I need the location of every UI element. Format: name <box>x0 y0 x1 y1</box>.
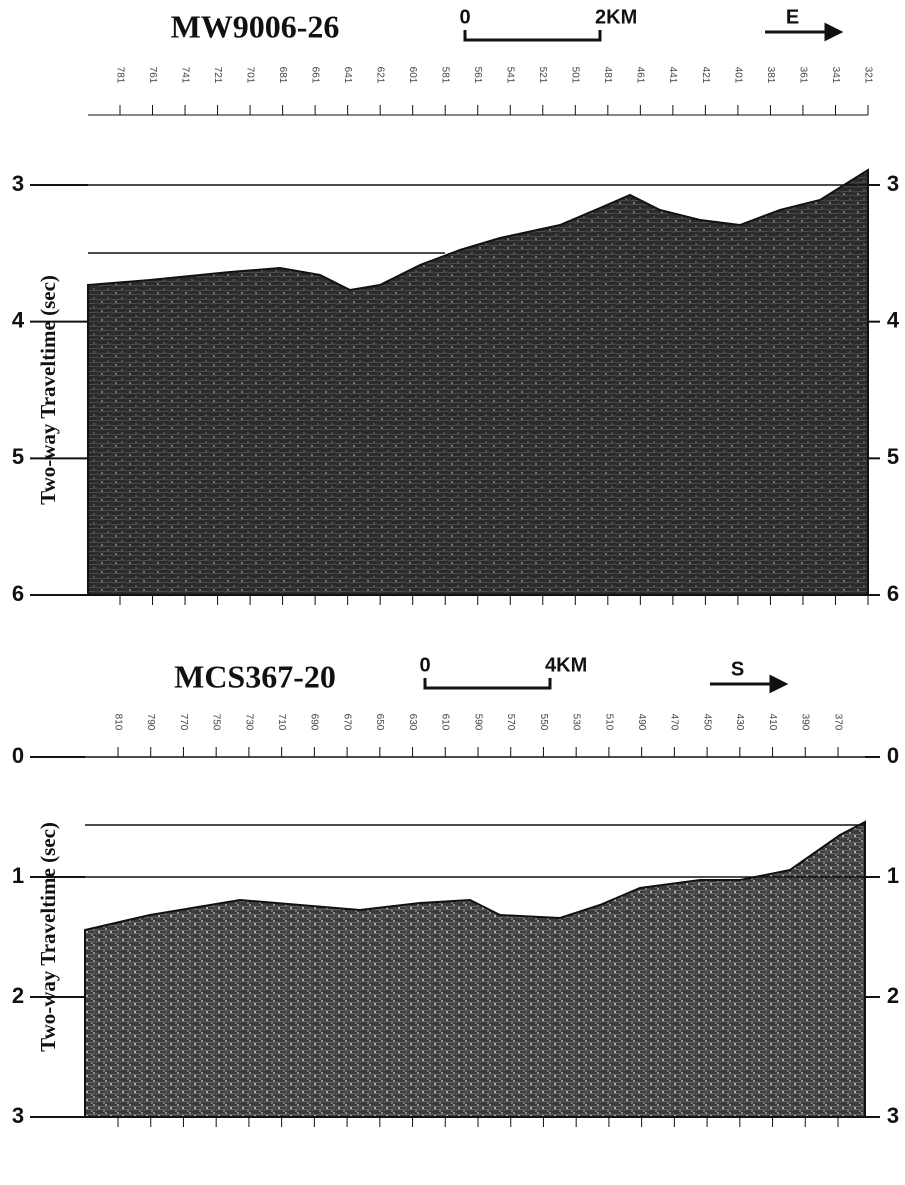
shot-point-label: 421 <box>700 67 711 84</box>
shot-point-label: 610 <box>440 714 451 731</box>
y-tick-label-left: 1 <box>12 863 24 888</box>
shot-point-label: 530 <box>571 714 582 731</box>
shot-point-label: 461 <box>635 67 646 84</box>
shot-point-label: 790 <box>145 714 156 731</box>
y-tick-label-right: 1 <box>887 863 899 888</box>
y-tick-label-left: 3 <box>12 171 24 196</box>
shot-point-label: 781 <box>114 67 125 84</box>
y-tick-label-right: 4 <box>887 307 900 332</box>
shot-point-label: 750 <box>211 714 222 731</box>
shot-point-label: 641 <box>342 67 353 84</box>
y-tick-label-left: 5 <box>12 444 24 469</box>
shot-point-label: 541 <box>505 67 516 84</box>
shot-point-label: 550 <box>538 714 549 731</box>
shot-point-label: 470 <box>669 714 680 731</box>
scale-end: 4KM <box>545 654 587 676</box>
shot-point-label: 630 <box>407 714 418 731</box>
y-tick-label-right: 2 <box>887 983 899 1008</box>
shot-point-label: 770 <box>178 714 189 731</box>
shot-point-label: 370 <box>832 714 843 731</box>
y-tick-label-left: 2 <box>12 983 24 1008</box>
direction-label: S <box>731 658 744 680</box>
shot-point-label: 730 <box>243 714 254 731</box>
y-tick-label-left: 0 <box>12 743 24 768</box>
shot-point-label: 721 <box>212 67 223 84</box>
shot-point-label: 321 <box>862 67 873 84</box>
shot-point-label: 681 <box>277 67 288 84</box>
shot-point-label: 710 <box>276 714 287 731</box>
scale-start: 0 <box>459 6 470 28</box>
shot-point-label: 490 <box>636 714 647 731</box>
seismic-section <box>87 168 869 596</box>
shot-point-label: 401 <box>732 67 743 84</box>
shot-point-label: 581 <box>440 67 451 84</box>
shot-point-label: 341 <box>830 67 841 84</box>
shot-point-label: 670 <box>341 714 352 731</box>
direction-arrow <box>710 674 789 694</box>
shot-point-label: 741 <box>179 67 190 84</box>
y-tick-label-right: 6 <box>887 581 899 606</box>
shot-point-label: 390 <box>800 714 811 731</box>
shot-point-label: 481 <box>602 67 613 84</box>
y-tick-label-right: 5 <box>887 444 899 469</box>
y-tick-label-right: 3 <box>887 1103 899 1128</box>
y-tick-label-left: 6 <box>12 581 24 606</box>
shot-point-label: 590 <box>472 714 483 731</box>
y-tick-label-left: 4 <box>12 307 25 332</box>
shot-point-label: 510 <box>603 714 614 731</box>
shot-point-label: 690 <box>309 714 320 731</box>
shot-point-label: 561 <box>472 67 483 84</box>
shot-point-label: 701 <box>244 67 255 84</box>
scale-start: 0 <box>419 654 430 676</box>
seismic-section <box>84 820 866 1118</box>
scale-end: 2KM <box>595 6 637 28</box>
shot-point-label: 570 <box>505 714 516 731</box>
shot-point-label: 601 <box>407 67 418 84</box>
shot-point-label: 761 <box>147 67 158 84</box>
shot-point-label: 650 <box>374 714 385 731</box>
y-tick-label-right: 3 <box>887 171 899 196</box>
shot-point-label: 430 <box>734 714 745 731</box>
shot-point-label: 361 <box>797 67 808 84</box>
shot-point-label: 450 <box>701 714 712 731</box>
shot-point-label: 501 <box>570 67 581 84</box>
direction-label: E <box>786 6 799 28</box>
y-tick-label-right: 0 <box>887 743 899 768</box>
y-axis-label: Two-way Traveltime (sec) <box>36 275 60 505</box>
panel-title: MCS367-20 <box>174 658 336 694</box>
shot-point-label: 410 <box>767 714 778 731</box>
shot-point-label: 441 <box>667 67 678 84</box>
direction-arrow <box>765 22 844 42</box>
shot-point-label: 521 <box>537 67 548 84</box>
shot-point-label: 661 <box>309 67 320 84</box>
shot-point-label: 381 <box>765 67 776 84</box>
scale-bar <box>463 30 602 42</box>
scale-bar <box>423 678 552 690</box>
panel-title: MW9006-26 <box>171 8 340 44</box>
y-axis-label: Two-way Traveltime (sec) <box>36 822 60 1052</box>
shot-point-label: 621 <box>375 67 386 84</box>
y-tick-label-left: 3 <box>12 1103 24 1128</box>
shot-point-label: 810 <box>112 714 123 731</box>
